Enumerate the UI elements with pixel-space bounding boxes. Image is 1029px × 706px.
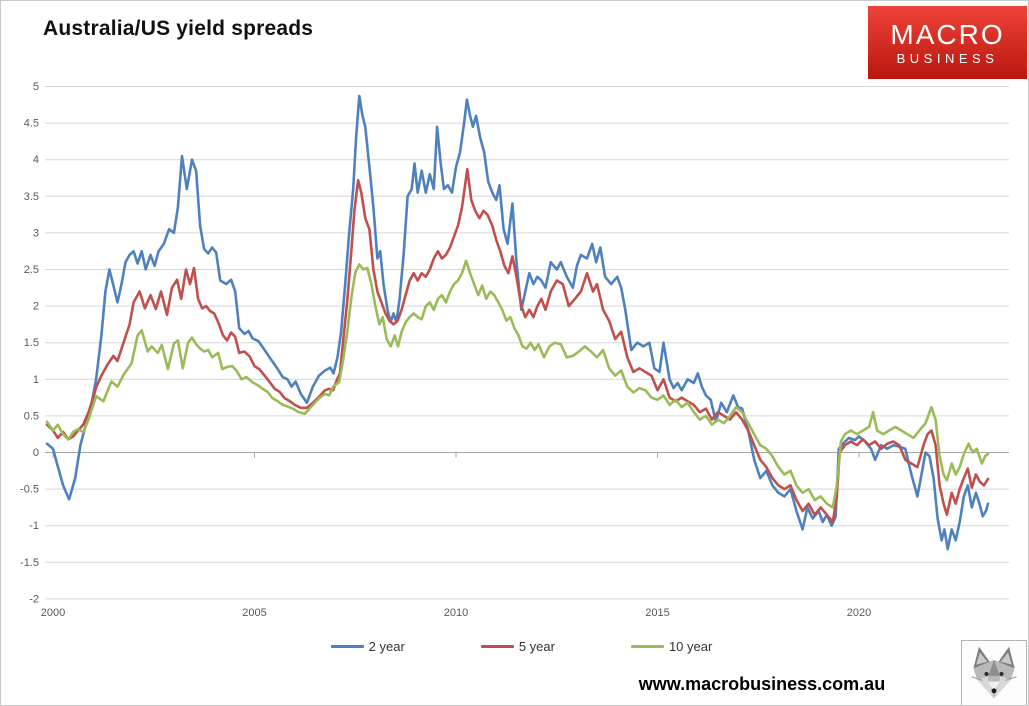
legend-swatch-5-year xyxy=(480,645,514,648)
macrobusiness-logo: MACRO BUSINESS xyxy=(868,6,1027,79)
y-tick-label: 0.5 xyxy=(24,410,39,422)
y-tick-label: -2 xyxy=(29,593,39,605)
y-tick-label: -1.5 xyxy=(20,557,39,569)
series-line-5-year xyxy=(45,167,990,524)
wolf-logo-image xyxy=(961,640,1027,705)
legend: 2 year 5 year 10 year xyxy=(1,639,1028,654)
y-tick-label: -1 xyxy=(29,520,39,532)
series-line-10-year xyxy=(45,259,990,509)
y-tick-label: 1.5 xyxy=(24,337,39,349)
y-tick-label: 1 xyxy=(33,374,39,386)
legend-label-10-year: 10 year xyxy=(668,639,713,654)
y-tick-label: 0 xyxy=(33,447,39,459)
legend-item-10-year: 10 year xyxy=(630,639,713,654)
y-tick-label: 5 xyxy=(33,81,39,93)
y-tick-label: 3.5 xyxy=(24,191,39,203)
x-tick-label: 2010 xyxy=(444,607,468,619)
x-tick-label: 2015 xyxy=(645,607,669,619)
legend-item-2-year: 2 year xyxy=(330,639,405,654)
legend-item-5-year: 5 year xyxy=(480,639,555,654)
legend-swatch-2-year xyxy=(330,645,364,648)
legend-label-5-year: 5 year xyxy=(518,639,555,654)
legend-swatch-10-year xyxy=(630,645,664,648)
series-line-2-year xyxy=(45,94,990,551)
page-title: Australia/US yield spreads xyxy=(43,17,314,40)
legend-label-2-year: 2 year xyxy=(368,639,405,654)
y-tick-label: -0.5 xyxy=(20,484,39,496)
x-tick-label: 2000 xyxy=(41,607,65,619)
website-url: www.macrobusiness.com.au xyxy=(638,674,886,694)
logo-text-business: BUSINESS xyxy=(896,50,999,66)
y-tick-label: 2 xyxy=(33,301,39,313)
wolf-sketch-icon xyxy=(964,643,1024,703)
x-tick-label: 2005 xyxy=(242,607,266,619)
logo-text-macro: MACRO xyxy=(890,18,1005,50)
y-tick-label: 4 xyxy=(33,154,39,166)
x-tick-label: 2020 xyxy=(847,607,871,619)
y-tick-label: 2.5 xyxy=(24,264,39,276)
y-tick-label: 3 xyxy=(33,227,39,239)
y-tick-label: 4.5 xyxy=(24,118,39,130)
